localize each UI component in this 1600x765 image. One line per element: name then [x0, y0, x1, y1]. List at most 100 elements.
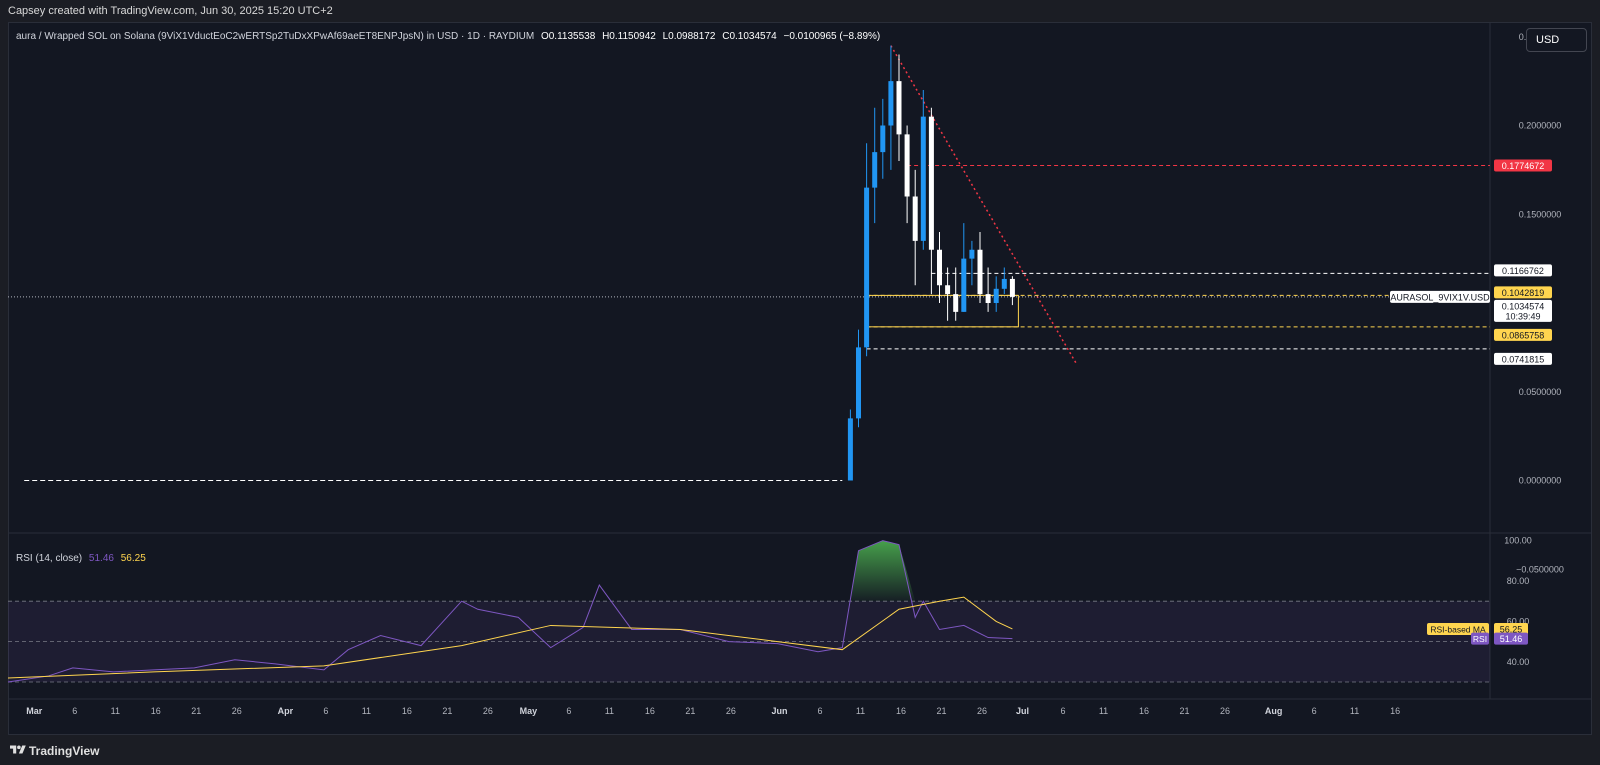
attribution-text: Capsey created with TradingView.com, Jun… — [8, 5, 333, 17]
footer-bar: TradingView — [0, 735, 1600, 765]
time-tick-label: Apr — [278, 706, 294, 716]
time-tick-label: 11 — [1350, 706, 1359, 716]
time-tick-label: 21 — [685, 706, 695, 716]
candle-up — [847, 418, 853, 481]
time-tick-label: 16 — [645, 706, 655, 716]
time-tick-label: 16 — [151, 706, 161, 716]
price-label-text: 0.0741815 — [1502, 354, 1545, 364]
time-tick-label: 26 — [726, 706, 736, 716]
horizontal-levels — [866, 164, 1490, 350]
time-tick-label: 11 — [1099, 706, 1108, 716]
candle-down — [937, 249, 942, 286]
candle-down — [977, 249, 983, 295]
time-tick-label: 21 — [191, 706, 201, 716]
time-tick-label: 6 — [72, 706, 77, 716]
chart-frame[interactable] — [8, 22, 1592, 735]
change-value: −0.0100965 (−8.89%) — [783, 31, 881, 42]
countdown-text: 10:39:49 — [1505, 311, 1540, 321]
candle-up — [872, 152, 878, 188]
low-value: L0.0988172 — [662, 31, 716, 42]
price-label-text: 0.1774672 — [1502, 161, 1545, 171]
time-tick-label: 11 — [856, 706, 865, 716]
time-tick-label: 6 — [566, 706, 571, 716]
price-label-badge — [1494, 286, 1552, 299]
time-tick-label: 16 — [1139, 706, 1149, 716]
candle-up — [969, 249, 975, 259]
price-label-text: 0.0865758 — [1502, 330, 1545, 340]
rsi-ma-tag-text: RSI-based MA — [1430, 624, 1486, 634]
time-tick-label: 6 — [817, 706, 822, 716]
top-bar: Capsey created with TradingView.com, Jun… — [0, 0, 1600, 22]
symbol-tag-text: AURASOL_9VIX1V.USD — [1390, 292, 1490, 302]
candle-up — [864, 187, 870, 348]
price-tick-label: 0.0000000 — [1519, 476, 1562, 486]
candle-up — [920, 116, 926, 241]
candle-up — [961, 258, 967, 312]
symbol-legend[interactable]: aura / Wrapped SOL on Solana (9ViX1Vduct… — [16, 31, 880, 42]
time-tick-label: Jul — [1016, 706, 1029, 716]
time-tick-label: Jun — [771, 706, 787, 716]
price-label-text: 0.1034574 — [1502, 301, 1545, 311]
currency-button[interactable]: USD — [1526, 28, 1587, 52]
symbol-tag-badge — [1390, 290, 1490, 303]
rsi-axis: 100.00 80.00 60.00 40.00 — [1504, 536, 1532, 667]
price-label-text: 0.1166762 — [1502, 266, 1544, 276]
symbol-name[interactable]: aura / Wrapped SOL on Solana (9ViX1Vduct… — [16, 31, 535, 42]
rsi-ma-tag-badge — [1427, 622, 1489, 635]
price-tick-label: −0.0500000 — [1516, 564, 1564, 574]
price-label-badge — [1494, 299, 1552, 322]
price-tick-label: 0.2000000 — [1519, 121, 1562, 131]
time-tick-label: 26 — [483, 706, 493, 716]
time-tick-label: Mar — [26, 706, 43, 716]
time-tick-label: 26 — [1220, 706, 1230, 716]
rsi-tick-label: 100.00 — [1504, 536, 1532, 546]
rsi-tag-badge — [1471, 632, 1489, 645]
time-tick-label: 26 — [977, 706, 987, 716]
price-label-badge — [1494, 264, 1552, 277]
tradingview-brand[interactable]: TradingView — [29, 744, 100, 758]
rsi-tag-text: RSI — [1473, 634, 1487, 644]
rsi-value-badge — [1494, 632, 1528, 645]
time-tick-label: Aug — [1265, 706, 1283, 716]
candle-up — [888, 81, 894, 126]
price-label-badge — [1494, 159, 1552, 172]
time-tick-label: 6 — [1060, 706, 1065, 716]
candle-down — [985, 294, 991, 303]
candle-down — [912, 196, 918, 241]
time-tick-label: 11 — [362, 706, 371, 716]
rsi-ma-line — [7, 596, 1013, 679]
rsi-overbought-fill — [850, 540, 916, 602]
close-value: C0.1034574 — [722, 31, 777, 42]
candle-down — [953, 294, 959, 312]
rsi-legend[interactable]: RSI (14, close) 51.46 56.25 — [16, 553, 146, 564]
price-label-text: 0.1042819 — [1502, 288, 1545, 298]
rsi-name[interactable]: RSI (14, close) — [16, 553, 83, 564]
candle-down — [896, 81, 902, 135]
rsi-band-fill — [8, 601, 1490, 682]
high-value: H0.1150942 — [602, 31, 656, 42]
price-tick-label: 0.0500000 — [1519, 387, 1562, 397]
candle-down — [904, 134, 910, 197]
time-tick-label: 11 — [111, 706, 120, 716]
rsi-value-text: 51.46 — [1500, 634, 1523, 644]
rsi-tick-label: 40.00 — [1507, 657, 1530, 667]
time-tick-label: 6 — [323, 706, 328, 716]
candle-up — [993, 288, 999, 303]
time-tick-label: 16 — [402, 706, 412, 716]
candle-up — [1001, 278, 1007, 289]
flat-price-line — [8, 296, 1490, 481]
time-tick-label: 11 — [605, 706, 614, 716]
trendline-line — [890, 45, 1078, 366]
time-tick-label: 21 — [1179, 706, 1189, 716]
rsi-value: 51.46 — [88, 553, 114, 564]
time-tick-label: 16 — [896, 706, 906, 716]
rsi-tick-label: 60.00 — [1507, 616, 1530, 626]
tradingview-logo-icon[interactable] — [10, 743, 26, 757]
time-tick-label: May — [520, 706, 538, 716]
price-tick-label: 0.1500000 — [1519, 209, 1562, 219]
candle-down — [1009, 278, 1015, 297]
time-axis: Mar 6 11 16 21 26 Apr 6 11 16 21 26 May 6 11 16 21 26 Jun 6… — [26, 706, 1400, 716]
candle-down — [928, 116, 934, 250]
rsi-ma-value-badge — [1494, 622, 1528, 635]
